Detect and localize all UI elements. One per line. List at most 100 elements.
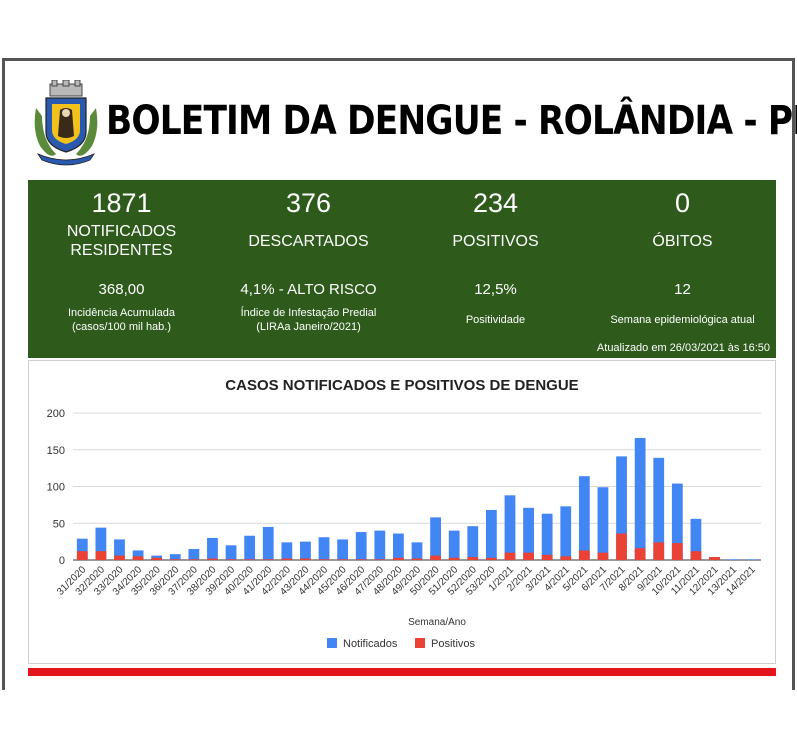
semana-value: 12 [674, 281, 691, 298]
bar-positivos [262, 559, 274, 560]
bar-positivos [430, 555, 441, 560]
bar-notificados [95, 527, 107, 560]
bar-notificados [467, 526, 479, 560]
bar-chart: 05010015020031/202032/202033/202034/2020… [47, 408, 761, 650]
bar-positivos [300, 558, 311, 560]
bar-notificados [690, 518, 702, 560]
descartados-count: 376 [285, 188, 332, 218]
bar-positivos [448, 557, 460, 560]
coat-of-arms-logo [34, 80, 98, 166]
positividade-value: 12,5% [474, 281, 517, 298]
bar-positivos [560, 556, 572, 560]
incidencia-desc-line1: Incidência Acumulada [67, 307, 175, 319]
legend-label-positivos: Positivos [431, 638, 476, 650]
bar-notificados [560, 506, 572, 560]
legend-swatch-positivos [415, 638, 425, 648]
chart-container: CASOS NOTIFICADOS E POSITIVOS DE DENGUE … [28, 360, 776, 664]
bar-notificados [578, 476, 590, 560]
bar-notificados [653, 457, 665, 560]
descartados-label: DESCARTADOS [248, 233, 369, 250]
bar-notificados [671, 483, 683, 560]
bar-positivos [634, 548, 646, 560]
bar-notificados [448, 530, 460, 560]
y-tick-label: 50 [53, 518, 65, 530]
bar-positivos [616, 533, 627, 560]
bar-notificados [541, 513, 553, 560]
bar-positivos [318, 559, 330, 560]
bar-notificados [393, 533, 404, 560]
obitos-count: 0 [674, 188, 691, 218]
bar-notificados [244, 535, 256, 560]
bar-notificados [504, 495, 516, 560]
bar-positivos [244, 559, 256, 560]
bar-notificados [262, 526, 274, 560]
bar-positivos [151, 557, 163, 560]
bar-positivos [132, 556, 144, 560]
incidencia-desc: Incidência Acumulada (casos/100 mil hab.… [28, 306, 215, 334]
bar-positivos [95, 551, 107, 560]
bar-notificados [114, 539, 125, 560]
bar-notificados [374, 530, 386, 560]
bar-positivos [374, 559, 386, 560]
x-axis-label: Semana/Ano [408, 617, 466, 628]
frame-right-border [792, 58, 795, 690]
bar-notificados [207, 537, 218, 560]
bar-notificados [318, 537, 330, 560]
bar-positivos [653, 542, 665, 560]
bar-notificados [132, 550, 144, 560]
positividade-desc: Positividade [465, 314, 526, 326]
bar-positivos [485, 557, 497, 560]
bar-notificados [411, 542, 423, 560]
bar-positivos [411, 558, 423, 560]
legend-swatch-notificados [327, 638, 337, 648]
y-tick-label: 200 [47, 408, 65, 420]
bar-notificados [430, 517, 441, 560]
bar-positivos [225, 559, 237, 560]
notificados-label-line2: RESIDENTES [70, 242, 173, 259]
bar-positivos [671, 543, 683, 560]
bar-positivos [355, 559, 367, 560]
positivos-count: 234 [472, 188, 519, 218]
bar-notificados [225, 545, 237, 560]
y-tick-label: 100 [47, 482, 65, 494]
obitos-label: ÓBITOS [652, 233, 713, 250]
bar-notificados [523, 507, 534, 560]
bar-positivos [523, 552, 534, 560]
bar-notificados [597, 487, 609, 560]
frame-left-border [2, 58, 5, 690]
bar-positivos [709, 557, 720, 560]
bar-positivos [76, 551, 88, 560]
bar-positivos [541, 554, 553, 560]
bar-notificados [188, 548, 200, 560]
footer-accent-bar [28, 668, 776, 676]
y-tick-label: 0 [59, 555, 65, 567]
bar-notificados [634, 437, 646, 560]
semana-desc: Semana epidemiológica atual [610, 314, 755, 326]
notificados-label: NOTIFICADOS RESIDENTES [28, 222, 215, 260]
bar-positivos [337, 559, 349, 560]
chart-title: CASOS NOTIFICADOS E POSITIVOS DE DENGUE [225, 377, 579, 394]
bar-positivos [188, 559, 200, 560]
bar-positivos [281, 558, 293, 560]
legend-label-notificados: Notificados [343, 638, 398, 650]
updated-timestamp: Atualizado em 26/03/2021 às 16:50 [596, 342, 770, 354]
bar-positivos [393, 557, 404, 560]
liraa-desc-line1: Índice de Infestação Predial [240, 307, 377, 319]
bar-notificados [169, 554, 181, 560]
bar-notificados [355, 532, 367, 560]
page-title: BOLETIM DA DENGUE - ROLÂNDIA - PR [106, 98, 797, 144]
bar-positivos [578, 550, 590, 560]
frame-top-border [2, 58, 795, 61]
liraa-desc-line2: (LIRAa Janeiro/2021) [256, 321, 361, 333]
notificados-count: 1871 [91, 188, 152, 218]
bar-positivos [169, 559, 181, 560]
bar-notificados [281, 542, 293, 560]
positivos-label: POSITIVOS [452, 233, 539, 250]
bar-notificados [76, 538, 88, 560]
notificados-label-line1: NOTIFICADOS [66, 223, 177, 240]
bar-positivos [207, 558, 218, 560]
bar-notificados [151, 555, 163, 560]
bar-positivos [114, 555, 125, 560]
bar-positivos [597, 552, 609, 560]
incidencia-desc-line2: (casos/100 mil hab.) [71, 321, 172, 333]
